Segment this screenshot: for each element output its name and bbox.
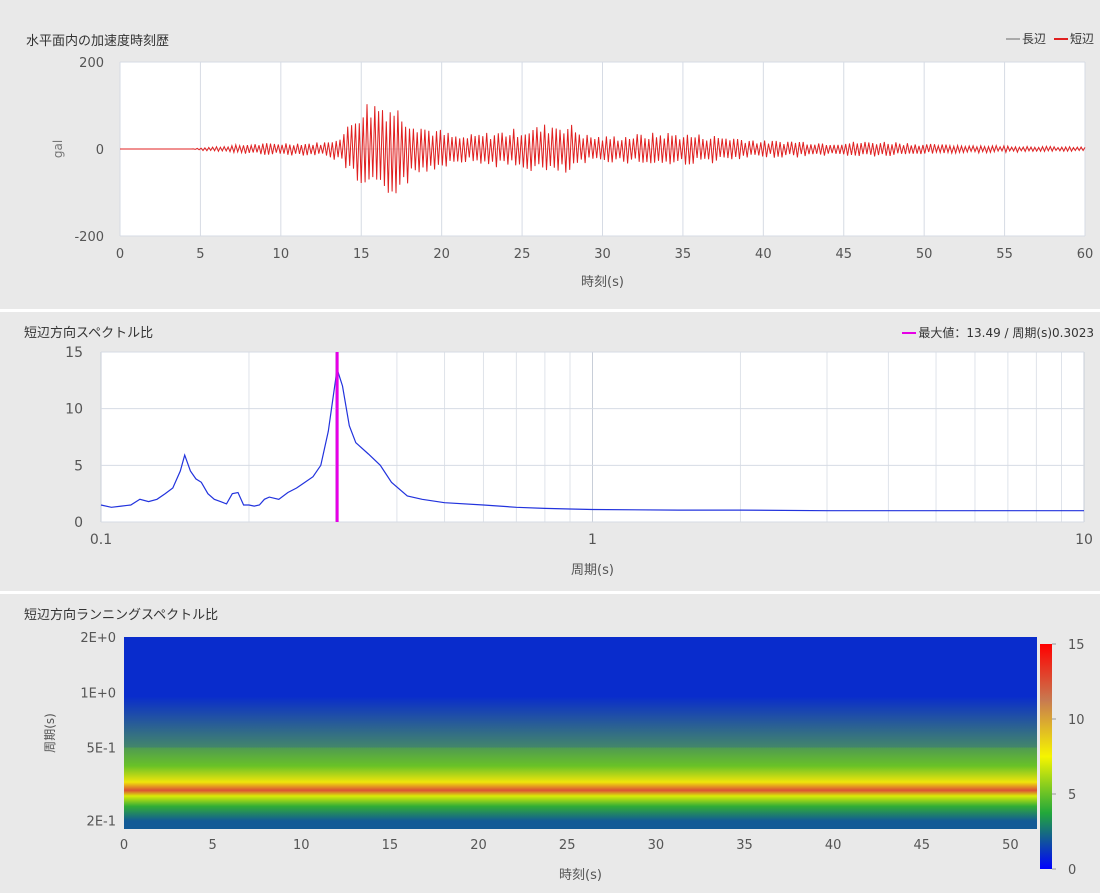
x-tick-label: 5 <box>196 247 204 262</box>
colorbar-tick-label: 0 <box>1068 863 1076 878</box>
y-tick-label: 0 <box>96 143 104 158</box>
legend-swatch-peak <box>902 331 917 334</box>
x-tick-label: 0 <box>120 838 128 853</box>
spectrum-ratio-panel: 短辺方向スペクトル比 最大値：13.49 / 周期(s)0.3023 0 5 10 1… <box>0 312 1100 591</box>
y-tick-label: 200 <box>79 56 104 71</box>
x-tick-label: 50 <box>1002 838 1019 853</box>
x-tick-label: 15 <box>382 838 399 853</box>
x-tick-label: 5 <box>209 838 217 853</box>
x-tick-label: 20 <box>470 838 487 853</box>
x-tick-label: 45 <box>835 247 852 262</box>
x-tick-label: 35 <box>675 247 692 262</box>
chart-legend[interactable]: 長辺 短辺 <box>998 30 1094 47</box>
x-tick-label: 50 <box>916 247 933 262</box>
legend-swatch-short <box>1053 37 1068 40</box>
x-tick-label: 15 <box>353 247 370 262</box>
spectrum-line <box>100 368 1084 512</box>
x-tick-label: 1 <box>588 532 597 548</box>
x-axis-title: 時刻(s) <box>559 868 602 883</box>
x-tick-label: 25 <box>559 838 576 853</box>
x-tick-label: 10 <box>1075 532 1093 548</box>
x-tick-label: 40 <box>825 838 842 853</box>
chart-title: 短辺方向スペクトル比 <box>24 326 154 341</box>
chart-legend[interactable]: 最大値：13.49 / 周期(s)0.3023 <box>894 324 1094 341</box>
x-tick-label: 30 <box>648 838 665 853</box>
legend-label-long[interactable]: 長辺 <box>1021 32 1046 46</box>
chart-title: 水平面内の加速度時刻歴 <box>26 34 170 49</box>
y-tick-label: 1E+0 <box>80 686 116 701</box>
colorbar-tick-label: 5 <box>1068 788 1076 803</box>
legend-swatch-long <box>1005 37 1020 40</box>
x-tick-label: 25 <box>514 247 531 262</box>
x-tick-label: 55 <box>996 247 1013 262</box>
x-tick-label: 40 <box>755 247 772 262</box>
x-tick-label: 10 <box>293 838 310 853</box>
y-tick-label: 2E-1 <box>87 815 116 830</box>
y-tick-label: 5 <box>74 458 83 474</box>
legend-label-short[interactable]: 短辺 <box>1069 32 1094 46</box>
heatmap-overlay <box>124 637 1037 748</box>
x-axis-title: 時刻(s) <box>581 275 624 290</box>
x-tick-label: 20 <box>433 247 450 262</box>
chart-title: 短辺方向ランニングスペクトル比 <box>24 608 219 623</box>
y-tick-label: 0 <box>74 515 83 531</box>
running-spectrum-panel: 短辺方向ランニングスペクトル比 2E+0 1E+0 5E-1 2E-1 0 5 10 15 20… <box>0 594 1100 893</box>
colorbar-tick-label: 15 <box>1068 638 1085 653</box>
x-axis-title: 周期(s) <box>571 563 614 578</box>
y-tick-label: 15 <box>65 345 83 361</box>
running-spectrum-chart: 2E+01E+05E-12E-10 5 10 15 20 25 30 35 40 45 50時刻(s… <box>43 631 1085 883</box>
x-tick-label: 60 <box>1077 247 1094 262</box>
x-tick-label: 35 <box>736 838 753 853</box>
legend-label-peak[interactable]: 最大値：13.49 / 周期(s)0.3023 <box>918 326 1094 340</box>
x-tick-label: 45 <box>913 838 930 853</box>
colorbar <box>1040 644 1052 869</box>
y-tick-label: 5E-1 <box>87 742 116 757</box>
acceleration-chart: 0 5 10 15 20 25 30 35 40 45 50 55 60 200 0 -200 時刻(s) gal <box>51 56 1094 290</box>
y-axis-title: gal <box>51 140 65 158</box>
acceleration-panel: 水平面内の加速度時刻歴 長辺 短辺 0 5 10 15 20 25 30 35 40 45 50 55… <box>0 0 1100 309</box>
y-axis-title: 周期(s) <box>43 713 57 753</box>
series-line-short <box>120 104 1086 194</box>
heatmap-area <box>124 637 1037 829</box>
spectrum-ratio-chart: 0 5 10 15 0.1 1 10 周期(s) <box>65 345 1093 578</box>
y-tick-label: -200 <box>74 230 104 245</box>
colorbar-tick-label: 10 <box>1068 713 1085 728</box>
x-tick-label: 30 <box>594 247 611 262</box>
x-tick-label: 0.1 <box>90 532 112 548</box>
y-tick-label: 2E+0 <box>80 631 116 646</box>
x-tick-label: 0 <box>116 247 124 262</box>
y-tick-label: 10 <box>65 402 83 418</box>
x-tick-label: 10 <box>273 247 290 262</box>
